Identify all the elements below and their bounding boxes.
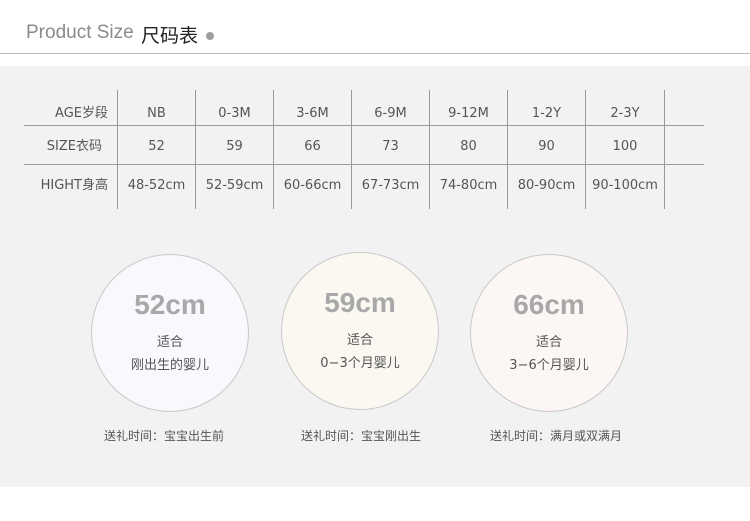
table-cell: 1-2Y	[531, 106, 562, 121]
circle-size: 66cm	[513, 289, 585, 320]
circle-size: 52cm	[134, 289, 206, 320]
size-circle-59: 59cm 适合 0−3个月婴儿	[281, 252, 439, 410]
table-cell: 80	[460, 139, 477, 154]
table-divider	[195, 90, 196, 209]
title-dot	[206, 32, 214, 40]
table-cell: 80-90cm	[517, 178, 576, 193]
circle-size: 59cm	[324, 287, 396, 318]
row-label: AGE岁段	[55, 106, 108, 121]
circle-fit-label: 适合	[156, 335, 183, 350]
table-divider	[117, 90, 118, 209]
table-cell: 48-52cm	[127, 178, 186, 193]
table-divider	[585, 90, 586, 209]
table-divider	[429, 90, 430, 209]
table-cell: 90-100cm	[592, 178, 658, 193]
size-circle-66: 66cm 适合 3−6个月婴儿	[470, 254, 628, 412]
table-divider	[507, 90, 508, 209]
table-cell: NB	[147, 106, 166, 121]
row-label: SIZE衣码	[46, 139, 102, 154]
table-divider	[273, 90, 274, 209]
table-cell: 100	[612, 139, 638, 154]
table-cell: 90	[538, 139, 555, 154]
table-row-height: HIGHT身高 48-52cm 52-59cm 60-66cm 67-73cm …	[24, 168, 704, 204]
header: Product Size 尺码表	[0, 0, 750, 54]
table-cell: 74-80cm	[439, 178, 498, 193]
table-cell: 67-73cm	[361, 178, 420, 193]
gift-time-66: 送礼时间：满月或双满月	[490, 429, 623, 443]
circle-description: 刚出生的婴儿	[130, 358, 209, 373]
table-cell: 0-3M	[218, 106, 251, 121]
table-cell: 2-3Y	[610, 106, 640, 121]
circle-description: 3−6个月婴儿	[509, 358, 589, 373]
table-cell: 6-9M	[374, 106, 407, 121]
gift-time-59: 送礼时间：宝宝刚出生	[301, 429, 422, 443]
table-cell: 73	[382, 139, 399, 154]
table-cell: 52-59cm	[205, 178, 264, 193]
circle-fit-label: 适合	[535, 335, 562, 350]
size-circle-52: 52cm 适合 刚出生的婴儿	[91, 254, 249, 412]
table-cell: 59	[226, 139, 243, 154]
table-cell: 66	[304, 139, 321, 154]
circle-description: 0−3个月婴儿	[320, 356, 400, 371]
title-zh: 尺码表	[141, 25, 199, 47]
title-en: Product Size	[26, 22, 134, 43]
table-divider	[351, 90, 352, 209]
table-cell: 9-12M	[448, 106, 489, 121]
table-cell: 52	[148, 139, 165, 154]
row-label: HIGHT身高	[40, 178, 108, 193]
circle-fit-label: 适合	[346, 333, 373, 348]
gift-time-52: 送礼时间：宝宝出生前	[104, 429, 225, 443]
table-row-age: AGE岁段 NB 0-3M 3-6M 6-9M 9-12M 1-2Y 2-3Y	[24, 90, 704, 126]
table-divider	[664, 90, 665, 209]
table-cell: 60-66cm	[283, 178, 342, 193]
table-row-size: SIZE衣码 52 59 66 73 80 90 100	[24, 129, 704, 165]
table-cell: 3-6M	[296, 106, 329, 121]
